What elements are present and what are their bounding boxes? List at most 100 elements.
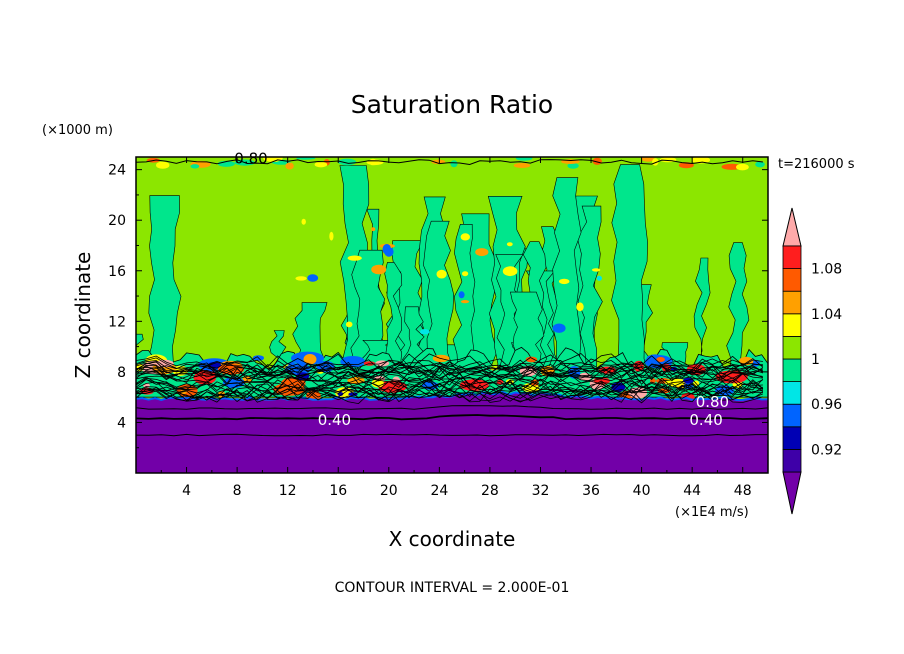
colorbar-band <box>782 448 802 473</box>
contour-line-layer <box>136 159 768 437</box>
contour-label: 0.80 <box>234 149 267 167</box>
field-anomaly <box>301 218 306 225</box>
colorbar-tick-label: 0.92 <box>811 442 842 458</box>
field-anomaly <box>596 275 602 281</box>
field-top-patch <box>450 160 458 168</box>
field-top-patch <box>515 157 533 161</box>
field-anomaly <box>462 271 469 277</box>
contour-line <box>136 363 764 380</box>
field-anomaly <box>502 266 518 277</box>
contour-label: 0.40 <box>318 411 351 429</box>
colorbar-band <box>782 313 802 337</box>
field-anomaly <box>460 300 470 304</box>
field-anomaly <box>591 268 601 272</box>
field-anomaly <box>558 278 570 285</box>
contour-line <box>136 379 763 396</box>
x-tick-label: 40 <box>633 483 651 499</box>
contour-line <box>136 365 764 381</box>
field-top-patch <box>641 157 655 162</box>
field-anomaly <box>458 291 465 299</box>
colorbar-tick-label: 1.04 <box>811 307 842 323</box>
x-tick-label: 24 <box>430 483 448 499</box>
contour-label: 0.40 <box>689 411 722 429</box>
field-anomaly <box>382 244 392 255</box>
x-unit-label: (×1E4 m/s) <box>675 505 749 520</box>
chart-title: Saturation Ratio <box>351 90 553 119</box>
plot-area <box>136 157 768 473</box>
field-patch <box>656 357 665 362</box>
field-streak <box>146 195 183 398</box>
contour-line-lower <box>136 405 768 410</box>
field-anomaly <box>345 321 353 328</box>
field-top-patch <box>190 164 200 169</box>
field-anomaly <box>475 248 489 257</box>
field-anomaly <box>371 264 387 275</box>
colorbar-band <box>782 268 802 292</box>
colorbar-band <box>782 335 802 360</box>
x-tick-label: 36 <box>582 483 600 499</box>
time-label: t=216000 s <box>778 157 855 172</box>
field-patch <box>525 356 538 363</box>
field-top-patch <box>592 157 602 165</box>
x-axis-ticks: 4 8 12 16 20 24 28 32 36 40 44 48 <box>160 157 752 499</box>
field-patch <box>739 356 754 366</box>
x-tick-label: 12 <box>279 483 297 499</box>
colorbar-tick-label: 0.96 <box>811 397 842 413</box>
field-top-patch <box>513 163 531 168</box>
field-anomaly <box>329 231 334 241</box>
x-tick-label: 4 <box>182 483 191 499</box>
field-top-patch <box>314 161 328 168</box>
field-top-patch <box>755 161 765 168</box>
y-tick-label: 12 <box>108 314 126 330</box>
colorbar-band <box>782 245 802 270</box>
x-tick-label: 48 <box>734 483 752 499</box>
field-top-patch <box>567 162 579 169</box>
colorbar-band <box>782 290 802 315</box>
y-tick-label: 4 <box>117 415 126 431</box>
field-streak <box>551 177 582 398</box>
field-streak <box>726 242 751 398</box>
colorbar-extend-bottom <box>782 471 802 515</box>
contour-label: 0.80 <box>696 393 729 411</box>
colorbar: 0.92 0.96 1 1.04 1.08 <box>782 207 842 515</box>
colorbar-band <box>782 358 802 383</box>
contour-line <box>136 377 763 395</box>
field-anomaly <box>552 323 566 333</box>
field-anomaly <box>420 329 430 335</box>
x-tick-label: 32 <box>532 483 550 499</box>
field-top-patch <box>691 157 711 164</box>
contour-line <box>136 371 763 388</box>
field-top-patch <box>263 157 283 163</box>
field-anomaly <box>347 255 362 261</box>
contour-line <box>136 353 764 370</box>
contour-line-lower <box>136 414 768 421</box>
field-anomaly <box>576 302 584 312</box>
field-streak <box>611 164 649 398</box>
y-tick-label: 8 <box>117 365 126 381</box>
field-top-patch <box>285 162 294 170</box>
y-axis-label: Z coordinate <box>71 252 95 379</box>
contour-line <box>136 376 764 393</box>
field-top-patch <box>156 161 170 169</box>
colorbar-extend-top <box>782 207 802 247</box>
colorbar-band <box>782 403 802 428</box>
field-anomaly <box>436 269 447 279</box>
x-tick-label: 20 <box>380 483 398 499</box>
contour-labels: 0.40 0.400.800.80 <box>234 149 729 429</box>
contour-line-top <box>136 159 763 166</box>
field-top-patch <box>338 158 357 166</box>
y-tick-label: 16 <box>108 264 126 280</box>
x-tick-label: 28 <box>481 483 499 499</box>
x-tick-label: 16 <box>329 483 347 499</box>
y-axis-ticks: 4 8 12 16 20 24 <box>108 163 768 449</box>
field-top-patch <box>736 163 749 171</box>
contour-line <box>136 361 764 377</box>
colorbar-band <box>782 426 802 450</box>
colorbar-band <box>782 381 802 405</box>
x-axis-label: X coordinate <box>389 527 516 551</box>
field-anomaly <box>371 227 376 232</box>
colorbar-tick-label: 1.08 <box>811 262 842 278</box>
field-patch <box>303 354 317 365</box>
x-tick-label: 44 <box>683 483 701 499</box>
